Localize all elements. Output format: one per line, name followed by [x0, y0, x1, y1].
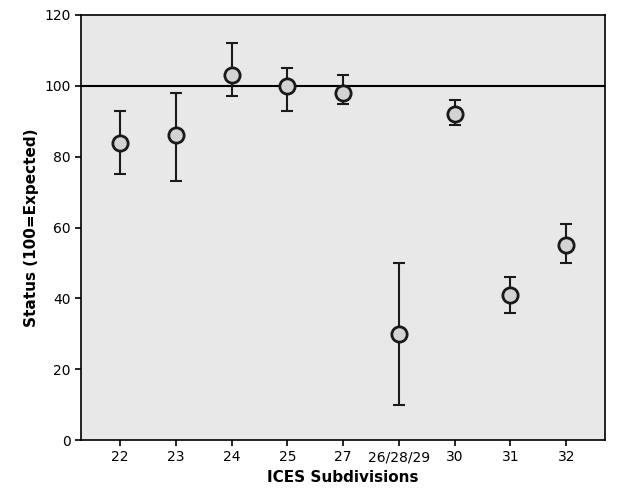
X-axis label: ICES Subdivisions: ICES Subdivisions [268, 470, 419, 485]
Y-axis label: Status (100=Expected): Status (100=Expected) [24, 128, 39, 327]
